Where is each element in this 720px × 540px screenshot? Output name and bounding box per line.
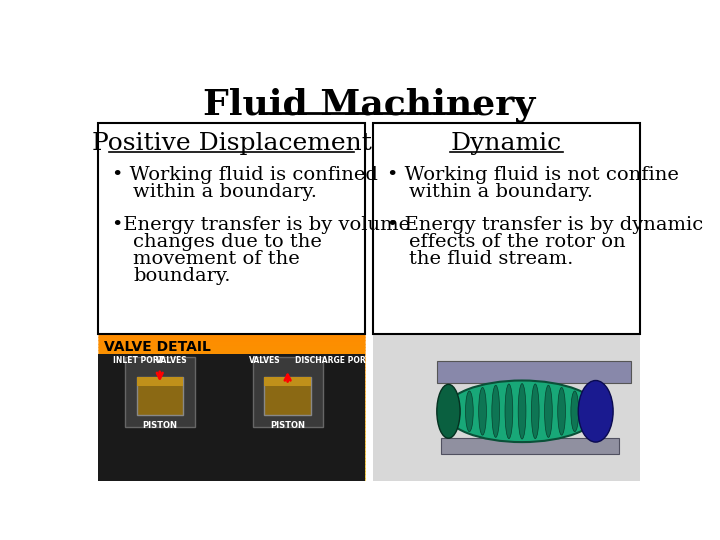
Text: within a boundary.: within a boundary. <box>408 184 593 201</box>
Text: • Working fluid is not confine: • Working fluid is not confine <box>387 166 679 185</box>
Text: INLET PORT: INLET PORT <box>113 356 164 365</box>
Ellipse shape <box>531 384 539 438</box>
Ellipse shape <box>571 391 579 431</box>
Text: boundary.: boundary. <box>133 267 231 285</box>
Bar <box>98 354 365 481</box>
Text: within a boundary.: within a boundary. <box>133 184 318 201</box>
Text: PISTON: PISTON <box>143 421 177 429</box>
Bar <box>253 357 323 427</box>
Ellipse shape <box>492 385 500 437</box>
Text: • Working fluid is confined: • Working fluid is confined <box>112 166 377 185</box>
Ellipse shape <box>437 384 460 438</box>
Ellipse shape <box>558 388 565 435</box>
Text: • Energy transfer is by dynamic: • Energy transfer is by dynamic <box>387 217 703 234</box>
Ellipse shape <box>518 383 526 439</box>
Ellipse shape <box>505 384 513 438</box>
Text: changes due to the: changes due to the <box>133 233 323 252</box>
Text: effects of the rotor on: effects of the rotor on <box>408 233 625 252</box>
Text: VALVES: VALVES <box>156 356 187 365</box>
Text: movement of the: movement of the <box>133 251 300 268</box>
Text: DISCHARGE PORT: DISCHARGE PORT <box>295 356 371 365</box>
Ellipse shape <box>452 397 460 426</box>
Bar <box>137 377 183 415</box>
Text: VALVES: VALVES <box>249 356 281 365</box>
Bar <box>125 357 194 427</box>
Text: Dynamic: Dynamic <box>451 132 562 155</box>
Bar <box>437 361 631 383</box>
Bar <box>98 123 365 334</box>
Text: VALVE DETAIL: VALVE DETAIL <box>104 340 211 354</box>
Bar <box>441 438 619 454</box>
Ellipse shape <box>444 381 600 442</box>
Text: Fluid Machinery: Fluid Machinery <box>203 88 535 123</box>
Bar <box>137 377 183 386</box>
Ellipse shape <box>578 381 613 442</box>
Bar <box>264 377 311 415</box>
Ellipse shape <box>544 385 552 437</box>
Text: •Energy transfer is by volume: •Energy transfer is by volume <box>112 217 410 234</box>
Text: Positive Displacement: Positive Displacement <box>91 132 372 155</box>
Text: the fluid stream.: the fluid stream. <box>408 251 573 268</box>
Bar <box>373 334 640 481</box>
Ellipse shape <box>479 388 487 435</box>
Bar <box>373 123 640 334</box>
Text: PISTON: PISTON <box>270 421 305 429</box>
Ellipse shape <box>584 397 592 426</box>
Ellipse shape <box>466 391 473 431</box>
Bar <box>264 377 311 386</box>
